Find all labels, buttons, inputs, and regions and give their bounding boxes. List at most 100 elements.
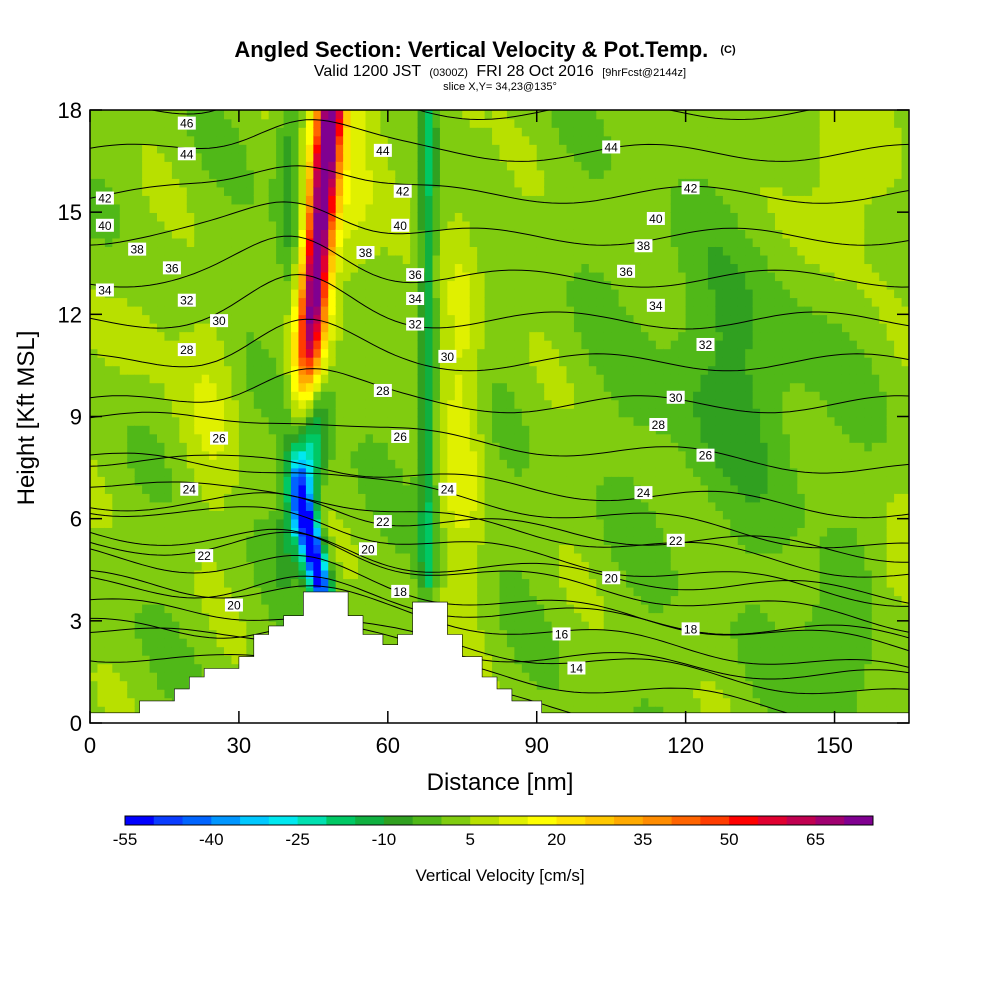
velocity-cell [97, 680, 106, 690]
velocity-cell [134, 331, 143, 341]
velocity-cell [551, 127, 560, 137]
velocity-cell [551, 246, 560, 256]
velocity-cell [454, 586, 464, 597]
velocity-cell [186, 254, 196, 265]
velocity-cell [536, 220, 545, 230]
velocity-cell [484, 229, 493, 239]
velocity-cell [291, 476, 300, 486]
velocity-cell [469, 476, 478, 486]
velocity-cell [506, 195, 516, 205]
velocity-cell [588, 297, 598, 307]
velocity-cell [365, 578, 374, 588]
velocity-cell [97, 127, 106, 137]
velocity-cell [305, 467, 315, 477]
velocity-cell [395, 203, 404, 213]
velocity-cell [358, 169, 367, 179]
velocity-cell [224, 544, 233, 554]
velocity-cell [499, 348, 508, 358]
velocity-cell [469, 535, 478, 546]
velocity-cell [469, 510, 478, 520]
velocity-cell [164, 637, 173, 648]
velocity-cell [410, 467, 419, 477]
velocity-cell [477, 603, 486, 614]
velocity-cell [581, 271, 590, 282]
velocity-cell [231, 220, 240, 230]
velocity-cell [261, 373, 270, 384]
velocity-cell [380, 544, 389, 554]
velocity-cell [566, 518, 575, 528]
velocity-cell [194, 169, 203, 179]
velocity-cell [387, 493, 397, 503]
velocity-cell [566, 382, 575, 392]
velocity-cell [134, 442, 143, 452]
velocity-cell [350, 178, 359, 188]
velocity-cell [521, 586, 531, 597]
velocity-cell [186, 331, 196, 341]
velocity-cell [268, 518, 277, 528]
velocity-cell [477, 646, 486, 656]
velocity-cell [387, 297, 397, 307]
velocity-cell [588, 484, 598, 494]
velocity-cell [246, 237, 255, 248]
velocity-cell [97, 161, 106, 171]
velocity-cell [253, 527, 263, 537]
velocity-cell [97, 390, 106, 401]
velocity-cell [588, 186, 598, 196]
velocity-cell [268, 178, 277, 188]
velocity-cell [447, 407, 456, 418]
velocity-cell [581, 169, 590, 179]
velocity-cell [581, 382, 590, 392]
velocity-cell [90, 688, 99, 699]
velocity-cell [291, 314, 300, 324]
velocity-cell [201, 127, 210, 137]
velocity-cell [492, 331, 501, 341]
velocity-cell [261, 331, 270, 341]
velocity-cell [127, 450, 136, 460]
velocity-cell [186, 425, 196, 435]
velocity-cell [231, 612, 240, 622]
velocity-cell [298, 297, 307, 307]
velocity-cell [186, 637, 196, 648]
velocity-cell [142, 450, 151, 460]
velocity-cell [506, 169, 516, 179]
velocity-cell [142, 382, 151, 392]
velocity-cell [425, 229, 434, 239]
velocity-cell [179, 314, 188, 324]
velocity-cell [104, 620, 114, 631]
velocity-cell [313, 169, 322, 179]
velocity-cell [134, 459, 143, 469]
velocity-cell [544, 195, 553, 205]
velocity-cell [298, 535, 307, 546]
velocity-cell [596, 229, 605, 239]
velocity-cell [276, 595, 285, 605]
velocity-cell [432, 178, 441, 188]
velocity-cell [432, 254, 441, 265]
velocity-cell [224, 501, 233, 511]
velocity-cell [395, 331, 404, 341]
velocity-cell [104, 127, 114, 137]
velocity-cell [425, 416, 434, 426]
velocity-cell [417, 110, 426, 120]
velocity-cell [119, 416, 129, 426]
velocity-cell [164, 433, 173, 443]
velocity-cell [209, 654, 218, 665]
velocity-cell [328, 373, 337, 384]
velocity-cell [261, 561, 270, 571]
velocity-cell [521, 237, 531, 248]
velocity-cell [417, 476, 426, 486]
velocity-cell [477, 271, 486, 282]
velocity-cell [291, 110, 300, 120]
velocity-cell [506, 322, 516, 333]
velocity-cell [573, 510, 583, 520]
velocity-cell [112, 510, 121, 520]
velocity-cell [104, 450, 114, 460]
velocity-cell [328, 297, 337, 307]
velocity-cell [559, 186, 568, 196]
velocity-cell [343, 552, 352, 563]
velocity-cell [454, 203, 464, 213]
velocity-cell [447, 382, 456, 392]
velocity-cell [372, 280, 382, 290]
velocity-cell [499, 356, 508, 367]
velocity-cell [521, 552, 531, 563]
velocity-cell [596, 348, 605, 358]
